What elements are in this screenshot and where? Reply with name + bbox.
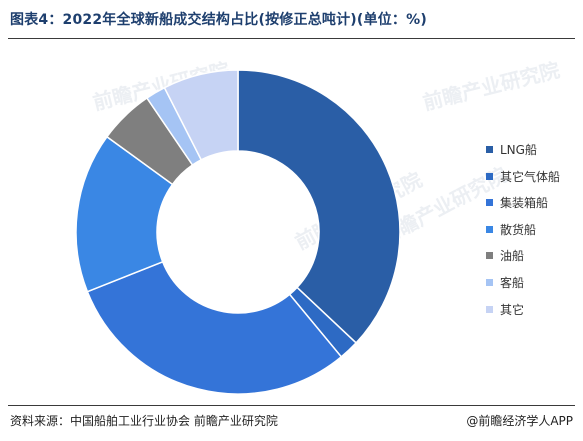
source-note: 资料来源：中国船舶工业行业协会 前瞻产业研究院: [10, 414, 278, 428]
legend-item: 集装箱船: [486, 194, 581, 211]
legend-item: 散货船: [486, 221, 581, 238]
chart-title: 图表4：2022年全球新船成交结构占比(按修正总吨计)(单位：%): [10, 12, 427, 28]
legend-item: LNG船: [486, 141, 581, 158]
slice-7: [163, 69, 239, 161]
legend-item: 客船: [486, 274, 581, 291]
legend-swatch: [486, 305, 493, 313]
legend-swatch: [486, 172, 493, 180]
legend-label: LNG船: [500, 143, 537, 157]
title-divider: [8, 38, 575, 39]
legend-item: 油船: [486, 247, 581, 264]
slice-4: [75, 135, 174, 293]
legend-swatch: [486, 199, 493, 207]
watermark-text: 前瞻产业研究院: [420, 58, 562, 115]
donut-slices: [75, 69, 401, 395]
legend-swatch: [486, 278, 493, 286]
legend-swatch: [486, 146, 493, 153]
legend-swatch: [486, 225, 493, 233]
slice-1: [237, 69, 401, 344]
legend-label: 油船: [500, 249, 525, 264]
legend-label: 散货船: [500, 222, 537, 237]
legend-label: 客船: [500, 275, 525, 290]
brand-credit: @前瞻经济学人APP: [466, 414, 573, 428]
footer-divider: [8, 405, 575, 406]
legend-item: 其它: [486, 301, 581, 318]
slice-3: [86, 260, 343, 395]
legend-label: 其它: [500, 302, 525, 317]
legend-label: 其它气体船: [500, 169, 561, 184]
legend-label: 集装箱船: [500, 196, 549, 211]
chart-legend: LNG船其它气体船集装箱船散货船油船客船其它: [486, 141, 581, 327]
legend-swatch: [486, 252, 493, 260]
legend-item: 其它气体船: [486, 168, 581, 185]
